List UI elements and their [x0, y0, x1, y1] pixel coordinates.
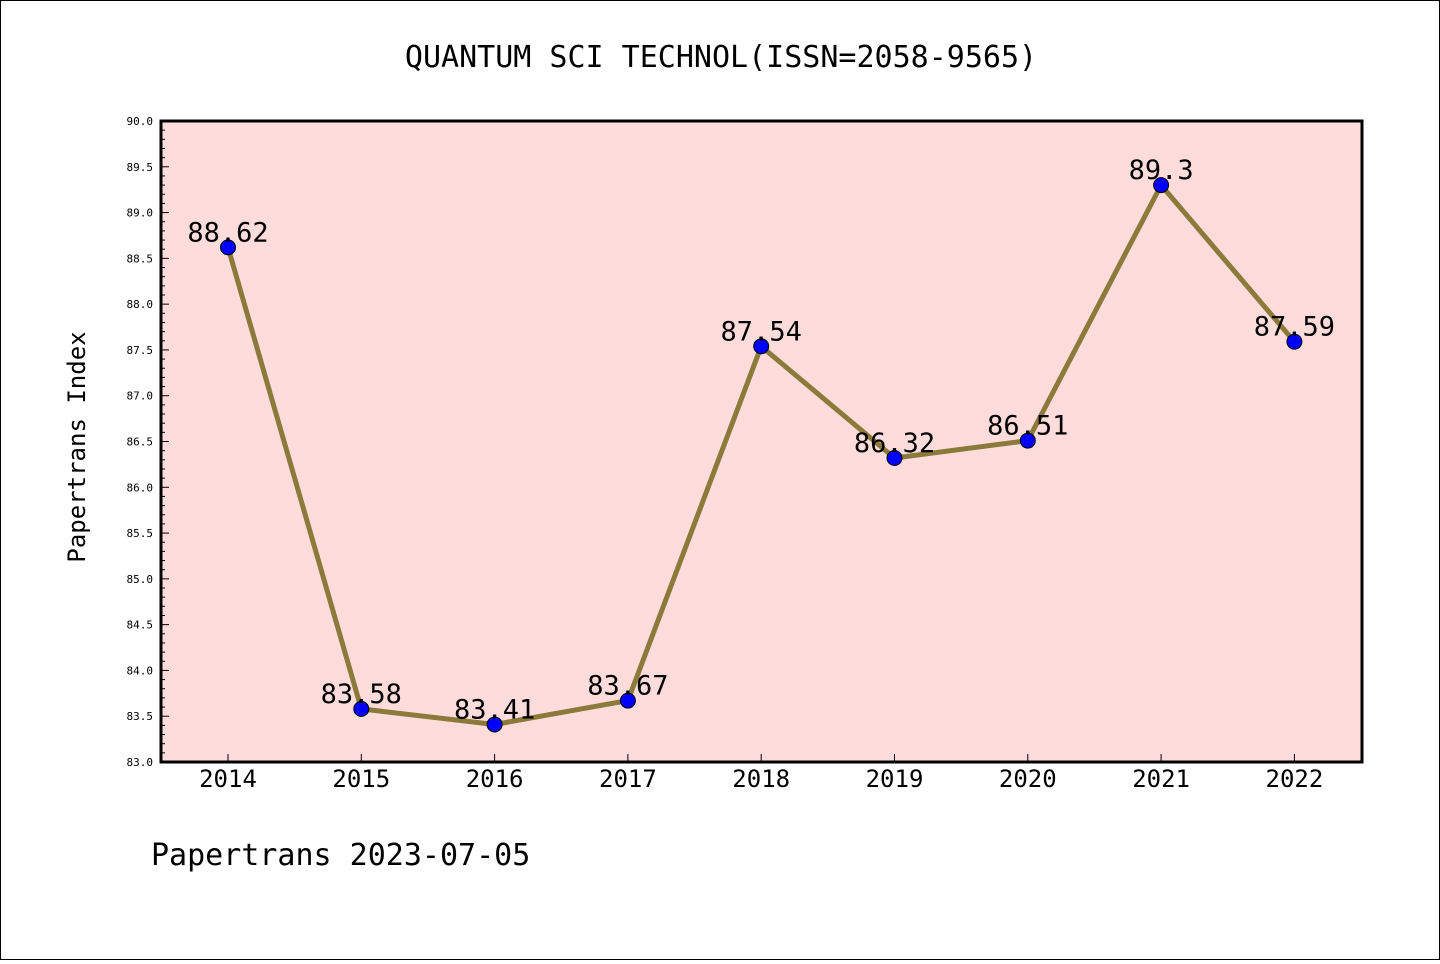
- y-tick-label: 87.5: [127, 344, 154, 357]
- y-tick-label: 85.0: [127, 573, 154, 586]
- data-label: 83.67: [587, 671, 668, 702]
- y-tick-label: 90.0: [127, 115, 154, 128]
- y-tick-label: 83.0: [127, 756, 154, 769]
- x-tick-label: 2019: [866, 765, 924, 793]
- x-tick-label: 2021: [1132, 765, 1190, 793]
- x-tick-label: 2014: [199, 765, 257, 793]
- y-tick-label: 86.5: [127, 436, 154, 449]
- x-tick-label: 2022: [1266, 765, 1324, 793]
- data-point: [886, 449, 903, 466]
- x-tick-labels: 2014 2015 2016 2017 2018 2019 2020 2021 2022: [199, 765, 1323, 793]
- chart-title: QUANTUM SCI TECHNOL(ISSN=2058-9565): [405, 40, 1037, 75]
- x-tick-label: 2018: [732, 765, 790, 793]
- data-label: 83.58: [321, 679, 402, 710]
- footer-text: Papertrans 2023-07-05: [151, 838, 530, 873]
- y-tick-label: 83.5: [127, 710, 154, 723]
- data-point: [753, 338, 770, 355]
- y-tick-label: 86.0: [127, 481, 154, 494]
- x-tick-label: 2020: [999, 765, 1057, 793]
- data-label: 87.54: [721, 316, 802, 347]
- plot-area: [161, 121, 1362, 762]
- y-tick-label: 88.0: [127, 298, 154, 311]
- data-label: 88.62: [187, 217, 268, 248]
- data-point: [619, 692, 636, 709]
- data-label: 86.32: [854, 428, 935, 459]
- data-label: 89.3: [1129, 155, 1194, 186]
- data-label: 83.41: [454, 694, 535, 725]
- data-point: [1286, 333, 1303, 350]
- y-tick-label: 89.5: [127, 161, 154, 174]
- y-tick-label: 88.5: [127, 252, 154, 265]
- y-tick-label: 87.0: [127, 390, 154, 403]
- x-tick-label: 2015: [332, 765, 390, 793]
- x-tick-label: 2016: [466, 765, 524, 793]
- x-tick-label: 2017: [599, 765, 657, 793]
- data-point: [220, 239, 236, 256]
- data-point: [1153, 177, 1170, 194]
- plot-border: [159, 119, 1364, 764]
- data-point: [1019, 432, 1036, 449]
- y-tick-label: 84.0: [127, 664, 154, 677]
- data-point: [353, 700, 370, 717]
- y-tick-label: 85.5: [127, 527, 154, 540]
- y-axis-label: Papertrans Index: [63, 331, 91, 562]
- y-tick-label: 84.5: [127, 619, 154, 632]
- data-markers: [220, 177, 1303, 733]
- data-point: [486, 716, 503, 733]
- y-tick-label: 89.0: [127, 207, 154, 220]
- data-labels: 88.62 83.58 83.41 83.67 87.54 86.32 86.51 89.3 8…: [187, 155, 1335, 725]
- data-label: 86.51: [987, 411, 1068, 442]
- data-label: 87.59: [1254, 312, 1335, 343]
- y-tick-labels: 83.0 83.5 84.0 84.5 85.0 85.5 86.0 86.5 87.0 87.5…: [127, 115, 154, 769]
